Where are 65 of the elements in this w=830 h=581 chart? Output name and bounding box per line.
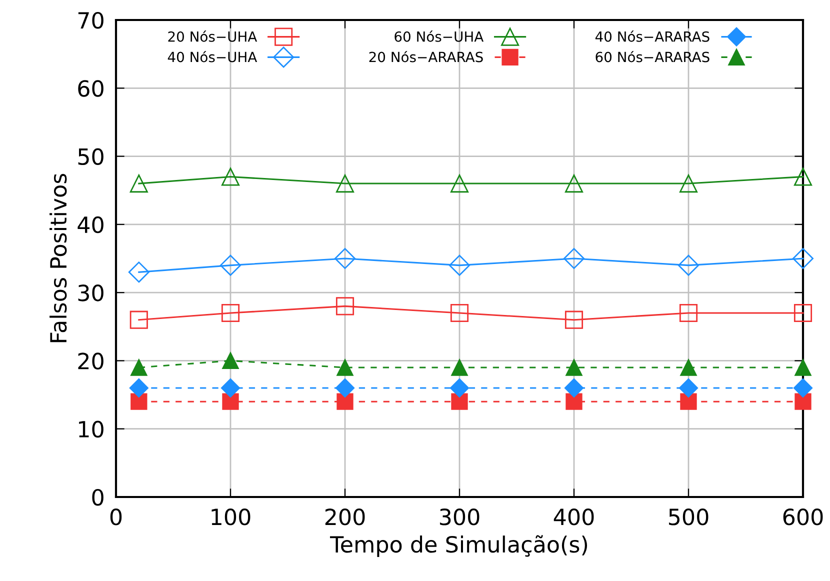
x-tick-label: 600 bbox=[783, 508, 823, 526]
y-tick-label: 0 bbox=[92, 488, 104, 506]
x-tick-label: 100 bbox=[212, 508, 250, 526]
point bbox=[221, 168, 240, 186]
point bbox=[564, 174, 584, 193]
y-tick-label: 10 bbox=[79, 420, 104, 438]
x-tick-label: 400 bbox=[554, 508, 594, 526]
point bbox=[678, 378, 698, 398]
y-tick-label: 30 bbox=[78, 284, 104, 302]
point bbox=[680, 393, 697, 410]
point bbox=[448, 254, 470, 276]
legend-label: 60 Nós−ARARAS bbox=[596, 50, 710, 62]
point bbox=[129, 378, 148, 398]
point bbox=[680, 359, 697, 376]
point bbox=[566, 359, 582, 376]
y-tick-label: 20 bbox=[78, 352, 104, 370]
point bbox=[563, 248, 585, 270]
point bbox=[794, 393, 812, 410]
point bbox=[334, 248, 356, 270]
y-axis-title: Falsos Positivos bbox=[50, 174, 67, 342]
point bbox=[793, 378, 813, 398]
point bbox=[336, 174, 354, 193]
point bbox=[220, 254, 242, 276]
legend-label: 20 Nós−UHA bbox=[168, 30, 258, 42]
point bbox=[336, 359, 354, 376]
point bbox=[678, 254, 700, 276]
point bbox=[220, 378, 240, 398]
legend-label: 40 Nós−UHA bbox=[168, 50, 258, 62]
point bbox=[450, 174, 469, 193]
x-tick-label: 300 bbox=[440, 508, 480, 526]
x-tick-label: 200 bbox=[325, 508, 365, 526]
legend-label: 60 Nós−UHA bbox=[394, 30, 484, 42]
point bbox=[335, 378, 355, 398]
point bbox=[794, 168, 812, 186]
y-tick-label: 40 bbox=[78, 216, 104, 234]
point bbox=[679, 304, 698, 322]
y-tick-label: 60 bbox=[78, 80, 104, 97]
point bbox=[564, 378, 584, 398]
point bbox=[451, 359, 468, 376]
y-tick-label: 70 bbox=[78, 12, 104, 29]
point bbox=[221, 304, 240, 322]
point bbox=[130, 174, 148, 193]
point bbox=[130, 310, 148, 329]
point bbox=[130, 359, 148, 376]
point bbox=[679, 174, 698, 193]
x-tick-label: 500 bbox=[669, 508, 708, 526]
legend-label: 40 Nós−ARARAS bbox=[595, 30, 710, 42]
point bbox=[794, 359, 812, 376]
point bbox=[450, 378, 470, 398]
y-tick-label: 50 bbox=[78, 148, 104, 166]
point bbox=[130, 393, 148, 410]
point bbox=[336, 393, 354, 410]
point bbox=[792, 248, 814, 270]
point bbox=[566, 393, 582, 410]
point bbox=[451, 393, 468, 410]
point bbox=[128, 262, 150, 283]
x-tick-label: 0 bbox=[110, 508, 122, 526]
point bbox=[794, 304, 812, 322]
point bbox=[450, 304, 469, 322]
point bbox=[222, 352, 239, 370]
legend-label: 20 Nós−ARARAS bbox=[369, 50, 483, 62]
x-axis-title: Tempo de Simulação(s) bbox=[330, 535, 588, 558]
point bbox=[564, 310, 584, 329]
point bbox=[336, 297, 354, 316]
point bbox=[222, 393, 239, 410]
